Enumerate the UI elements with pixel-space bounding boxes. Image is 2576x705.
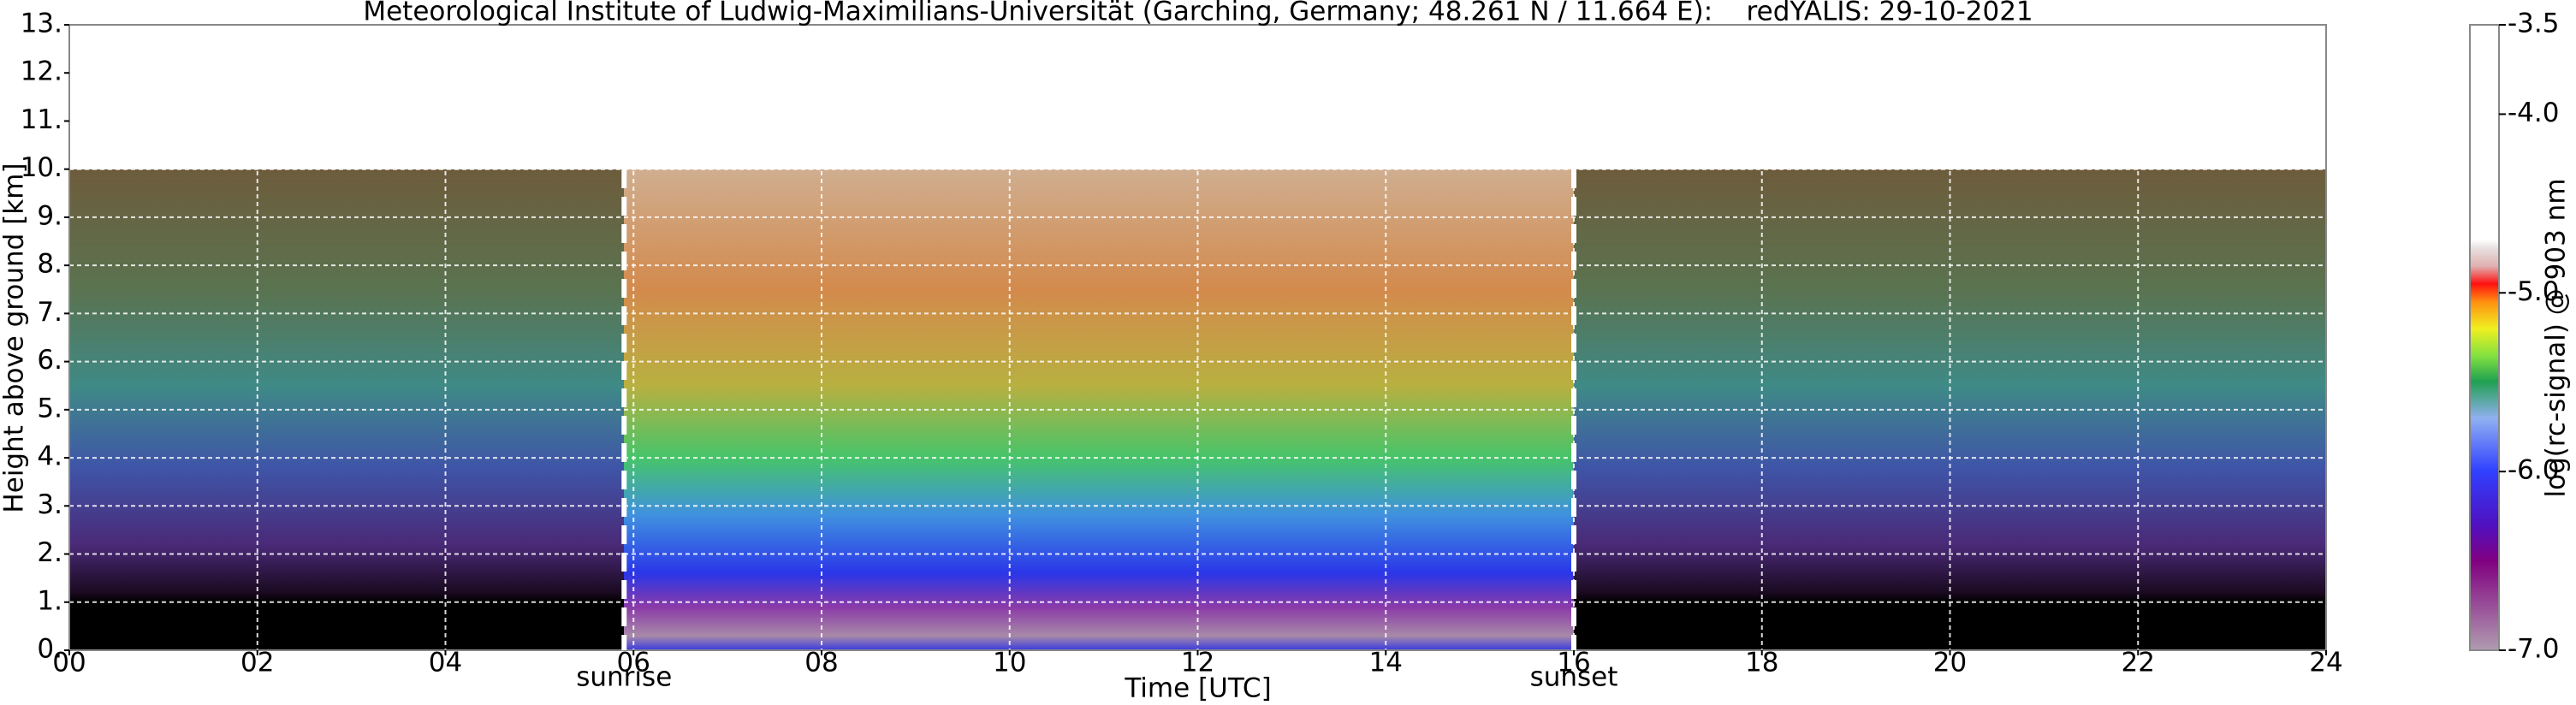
y-axis-label: Height above ground [km]	[0, 163, 30, 512]
colorbar-tick-label: -7.0	[2508, 634, 2560, 665]
y-tick-label: 9.	[37, 200, 62, 231]
colorbar-tick-label: -3.5	[2508, 9, 2560, 39]
y-tick-label: 7.	[37, 297, 62, 328]
y-tick-label: 2.	[37, 537, 62, 568]
x-axis-label: Time [UTC]	[1124, 673, 1271, 704]
colorbar-tick-label: -4.0	[2508, 98, 2560, 128]
chart-title: Meteorological Institute of Ludwig-Maxim…	[363, 0, 2033, 27]
colorbar-tick-label: -6.0	[2508, 455, 2560, 486]
lidar-field	[69, 169, 2326, 650]
colorbar-label: log(rc-signal) @ 903 nm	[2541, 178, 2572, 497]
y-tick-label: 11.	[21, 104, 62, 135]
y-tick-label: 6.	[37, 345, 62, 376]
y-tick-label: 3.	[37, 489, 62, 520]
sun-label: sunrise	[576, 662, 672, 693]
colorbar-tick-label: -5.0	[2508, 276, 2560, 307]
y-tick-label: 0.	[37, 634, 62, 665]
colorbar	[2469, 24, 2500, 651]
y-tick-label: 12.	[21, 56, 62, 87]
y-tick-label: 8.	[37, 249, 62, 280]
sun-label: sunset	[1530, 662, 1618, 693]
y-tick-label: 10.	[21, 152, 62, 183]
y-tick-label: 13.	[21, 9, 62, 39]
y-tick-label: 1.	[37, 585, 62, 616]
y-tick-label: 4.	[37, 441, 62, 472]
y-tick-label: 5.	[37, 393, 62, 424]
grid	[68, 24, 2327, 651]
